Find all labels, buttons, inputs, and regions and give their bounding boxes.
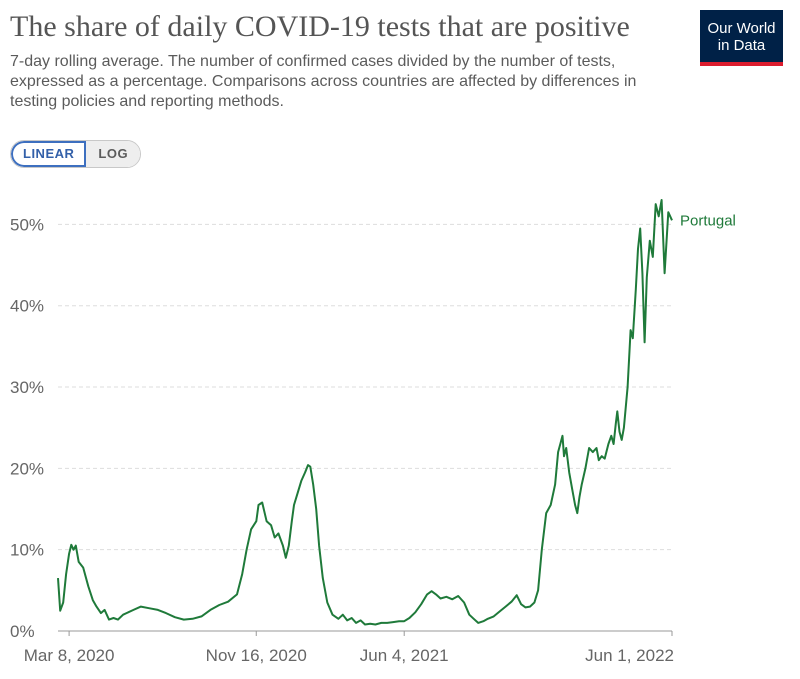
chart-subtitle: 7-day rolling average. The number of con… (10, 53, 637, 110)
linear-scale-button[interactable]: LINEAR (11, 141, 87, 167)
logo-accent-bar (700, 62, 783, 66)
logo-line-1: Our World (707, 20, 776, 37)
y-tick-label: 20% (10, 459, 44, 478)
y-tick-label: 30% (10, 378, 44, 397)
scale-toggle: LINEAR LOG (10, 140, 142, 168)
series-layer (57, 199, 673, 626)
axes (58, 630, 673, 636)
series-label-portugal: Portugal (680, 212, 736, 229)
y-tick-label: 40% (10, 297, 44, 316)
logo-line-2: in Data (717, 37, 766, 54)
log-scale-button[interactable]: LOG (86, 141, 141, 167)
x-tick-label: Jun 4, 2021 (360, 646, 449, 665)
y-tick-label: 10% (10, 541, 44, 560)
x-tick-label: Mar 8, 2020 (24, 646, 115, 665)
owid-logo[interactable]: Our World in Data (700, 10, 783, 66)
x-tick-label: Nov 16, 2020 (206, 646, 307, 665)
y-tick-label: 50% (10, 215, 44, 234)
chart-title: The share of daily COVID-19 tests that a… (10, 10, 630, 43)
series-line-portugal (57, 199, 673, 626)
label-layer: 0% 10% 20% 30% 40% 50% Mar 8, 2020 Nov 16, 2020… (10, 212, 736, 665)
x-tick-label: Jun 1, 2022 (585, 646, 674, 665)
y-tick-label: 0% (10, 622, 35, 641)
